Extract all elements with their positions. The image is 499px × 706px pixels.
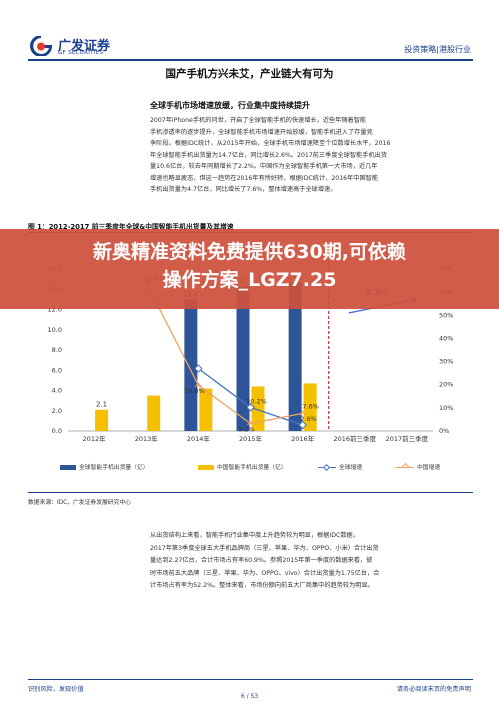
china-shipment-bar — [147, 395, 161, 431]
footer-disclaimer: 请务必阅读末页的免责声明 — [396, 686, 471, 693]
brand-name: 广发证券 — [58, 39, 111, 54]
paragraph-line: 争阶段。根据IDC统计，从2015年开始，全球手机市场增速降至个位数增长水平，2… — [150, 140, 391, 147]
left-axis-tick-label: 8.0 — [52, 346, 62, 354]
paragraph-line: 年全球智能手机出货量为14.7亿台，同比增长2.6%。2017前三季度全球智能手… — [150, 151, 388, 159]
china-growth-point — [247, 420, 254, 426]
source-divider — [28, 492, 473, 493]
paragraph-line: 手机渗透率的逐步提升，全球智能手机市场增速开始放缓，智能手机进入了存量竞 — [150, 128, 373, 136]
legend-swatch — [198, 465, 214, 470]
paragraph-line: 从出货结构上来看，智能手机行业集中度上升趋势较为明显，根据IDC数据， — [150, 532, 359, 539]
paragraph-line: 计市场占有率为52.2%。整体来看，市场份额向前五大厂商集中的趋势较为明显。 — [150, 582, 374, 589]
watermark-line-1: 新奥精准资料免费提供630期,可依赖 — [93, 241, 406, 263]
right-axis-tick-label: 30% — [439, 358, 453, 366]
china-growth-value-label: 19.8% — [184, 387, 205, 395]
watermark-banner — [0, 229, 499, 309]
body-paragraph-1: 2007年iPhone手机的问世，开启了全球智能手机的快速增长，近些年随着智能 … — [150, 115, 470, 196]
brand-name-en: GF SECURITIES — [58, 50, 104, 56]
global-shipment-bar — [236, 286, 250, 431]
right-axis-tick-label: 50% — [439, 311, 453, 319]
data-source: 数据来源：IDC，广发证券发展研究中心 — [28, 500, 131, 506]
global-shipment-bar — [288, 282, 302, 431]
x-axis-tick-label: 2017前三季度 — [386, 434, 429, 443]
legend-item-china-shipments: 中国智能手机出货量（亿） — [198, 462, 287, 471]
left-axis-tick-label: 10.0 — [48, 326, 62, 334]
header-divider — [28, 59, 473, 61]
china-growth-point — [299, 410, 307, 416]
left-axis-tick-label: 6.0 — [52, 366, 62, 374]
paragraph-line: 量10.6亿台，较去年同期增长了2.2%。中国作为全球智能手机第一大市场，近几年 — [150, 163, 378, 170]
china-bar-value-label: 2.1 — [96, 401, 107, 409]
china-shipment-bar — [199, 388, 213, 431]
china-growth-line — [145, 282, 303, 425]
right-axis-tick-label: 20% — [439, 381, 453, 389]
legend-swatch — [396, 464, 414, 472]
page-number: 6 / 53 — [240, 693, 259, 700]
x-axis-tick-label: 2015年 — [239, 434, 263, 443]
document-title: 国产手机方兴未艾，产业链大有可为 — [165, 68, 334, 80]
paragraph-line: 时市场前五大品牌（三星、苹果、华为、OPPO、vivo）合计出货量为1.75亿台… — [150, 569, 380, 577]
legend-item-global-growth: 全球增速 — [318, 462, 362, 472]
left-axis-tick-label: 0.0 — [52, 427, 62, 435]
x-axis-tick-label: 2014年 — [187, 434, 211, 443]
china-shipment-bar — [95, 409, 109, 431]
china-growth-point — [194, 382, 202, 388]
watermark-text: 新奥精准资料免费提供630期,可依赖 操作方案_LGZ7.25 — [0, 238, 499, 294]
global-growth-value-label: 10.2% — [246, 397, 267, 405]
right-axis-tick-label: 40% — [439, 334, 453, 342]
x-axis-tick-label: 2016年 — [291, 434, 315, 443]
x-axis-tick-label: 2016前三季度 — [334, 434, 377, 443]
footer-slogan: 识别风险，发现价值 — [28, 686, 84, 693]
left-axis-tick-label: 2.0 — [52, 407, 62, 415]
gf-logo-icon — [30, 36, 53, 56]
china-shipment-bar — [251, 386, 265, 431]
legend-label: 全球智能手机出货量（亿） — [79, 465, 149, 471]
x-axis-tick-label: 2012年 — [83, 434, 107, 443]
section-title: 全球手机市场增速放缓，行业集中度持续提升 — [150, 101, 310, 110]
paragraph-line: 量达到2.27亿台，合计市场占有率60.9%。参照2015年第一季度的数据来看，… — [150, 557, 373, 564]
global-growth-point — [298, 420, 307, 430]
china-growth-value-label: 7.6% — [302, 402, 319, 410]
body-paragraph-2: 从出货结构上来看，智能手机行业集中度上升趋势较为明显，根据IDC数据， 2017… — [150, 530, 470, 593]
paragraph-line: 增速也略显疲态，但这一趋势在2016年有所好转，根据IDC统计，2016年中国智… — [150, 174, 379, 182]
footer-divider — [28, 679, 473, 680]
left-axis-tick-label: 4.0 — [52, 387, 62, 395]
global-growth-point — [194, 364, 203, 373]
global-growth-point — [246, 403, 255, 412]
paragraph-line: 手机出货量为4.7亿台，同比增长了7.6%，整体增速高于全球增速。 — [150, 186, 337, 193]
legend-label: 中国智能手机出货量（亿） — [217, 465, 287, 471]
figure-title: 图 1：2012-2017 前三季度年全球&中国智能手机出货量及其增速 — [28, 223, 234, 231]
page-header: 广发证券 GF SECURITIES 投资策略|港股行业 — [0, 0, 499, 62]
legend-item-china-growth: 中国增速 — [396, 462, 440, 472]
china-growth-value-label: 3.2% — [238, 426, 255, 434]
chart-legend: 全球智能手机出货量（亿） 中国智能手机出货量（亿） 全球增速 中国增速 — [60, 462, 480, 476]
left-axis-tick-label: 12.0 — [48, 306, 62, 314]
china-shipment-bar — [303, 383, 317, 431]
global-shipment-bar — [184, 299, 198, 431]
legend-swatch — [60, 465, 76, 470]
paragraph-line: 2017年第3季度全球五大手机品牌商（三星、苹果、华为、OPPO、小米）合计出货 — [150, 544, 379, 552]
report-type: 投资策略|港股行业 — [404, 45, 471, 54]
global-growth-value-label: 2.6% — [300, 415, 317, 423]
legend-label: 中国增速 — [417, 465, 441, 471]
legend-label: 全球增速 — [339, 465, 363, 471]
legend-item-global-shipments: 全球智能手机出货量（亿） — [60, 462, 149, 471]
legend-swatch — [318, 464, 336, 472]
x-axis-tick-label: 2013年 — [135, 434, 159, 443]
watermark-line-2: 操作方案_LGZ7.25 — [162, 269, 337, 291]
right-axis-tick-label: 0% — [439, 427, 449, 435]
paragraph-line: 2007年iPhone手机的问世，开启了全球智能手机的快速增长，近些年随着智能 — [150, 117, 367, 124]
right-axis-tick-label: 10% — [439, 404, 453, 412]
